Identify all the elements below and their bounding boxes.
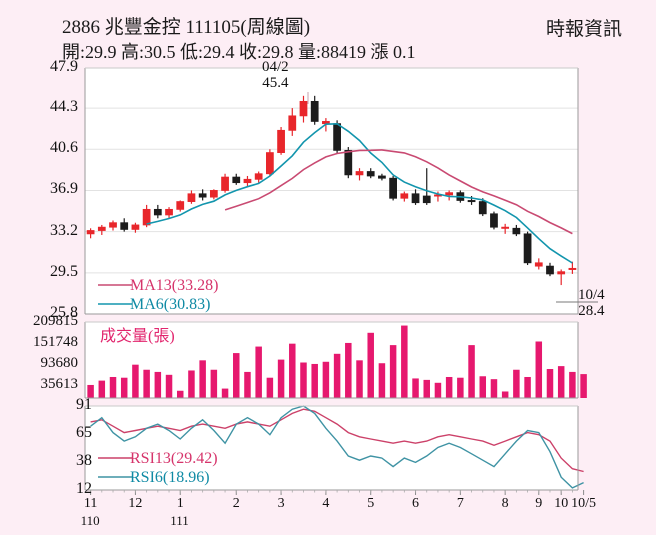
- legend-rsi6: RSI6(18.96): [130, 469, 210, 486]
- time-tick-label: 2: [232, 496, 240, 511]
- axis-tick-label: 40.6: [50, 139, 78, 157]
- axis-tick-label: 25.8: [50, 304, 78, 321]
- axis-tick-label: 36.9: [50, 180, 78, 198]
- time-tick-label: 10/5: [571, 496, 597, 511]
- axis-tick-label: 29.5: [50, 262, 78, 280]
- time-tick-label: 11: [83, 496, 98, 511]
- time-tick-label: 10: [554, 496, 569, 511]
- axis-tick-label: 38: [76, 452, 92, 470]
- time-tick-label: 9: [535, 496, 543, 511]
- axis-tick-label: 33.2: [50, 221, 78, 239]
- legend-ma13: MA13(33.28): [130, 277, 219, 294]
- rsi-panel: [85, 406, 578, 490]
- axis-tick-label: 209815: [33, 313, 78, 329]
- high-date: 04/2: [262, 59, 289, 75]
- time-tick-label: 7: [456, 496, 464, 511]
- time-tick-label: 1: [176, 496, 184, 511]
- low-annotation: 10/4 28.4: [578, 287, 605, 320]
- axis-tick-label: 12: [76, 480, 92, 497]
- axis-tick-label: 47.9: [50, 58, 78, 75]
- legend-ma6: MA6(30.83): [130, 296, 211, 313]
- volume-title: 成交量(張): [100, 328, 175, 345]
- time-tick-label: 5: [367, 496, 375, 511]
- axis-tick-label: 35613: [40, 376, 79, 393]
- year-label: 111: [170, 513, 189, 528]
- low-value: 28.4: [578, 302, 605, 319]
- time-tick-label: 4: [322, 496, 330, 511]
- axis-tick-label: 91: [76, 396, 92, 413]
- legend-rsi13: RSI13(29.42): [130, 450, 218, 467]
- chart-title: 2886 兆豐金控 111105(周線圖): [62, 17, 311, 38]
- axis-tick-label: 65: [76, 423, 92, 441]
- year-label: 110: [80, 513, 100, 528]
- time-tick-label: 12: [128, 496, 143, 511]
- axis-tick-label: 151748: [33, 334, 78, 351]
- low-date: 10/4: [578, 287, 605, 303]
- axis-tick-label: 93680: [40, 355, 79, 372]
- high-value: 45.4: [262, 74, 289, 91]
- axis-tick-label: 44.3: [50, 98, 78, 116]
- time-tick-label: 3: [277, 496, 285, 511]
- time-tick-label: 8: [501, 496, 509, 511]
- high-annotation: 04/2 45.4: [262, 59, 289, 92]
- quote-summary: 開:29.9 高:30.5 低:29.4 收:29.8 量:88419 漲 0.…: [62, 42, 416, 62]
- source-label: 時報資訊: [545, 19, 622, 40]
- time-tick-label: 6: [412, 496, 420, 511]
